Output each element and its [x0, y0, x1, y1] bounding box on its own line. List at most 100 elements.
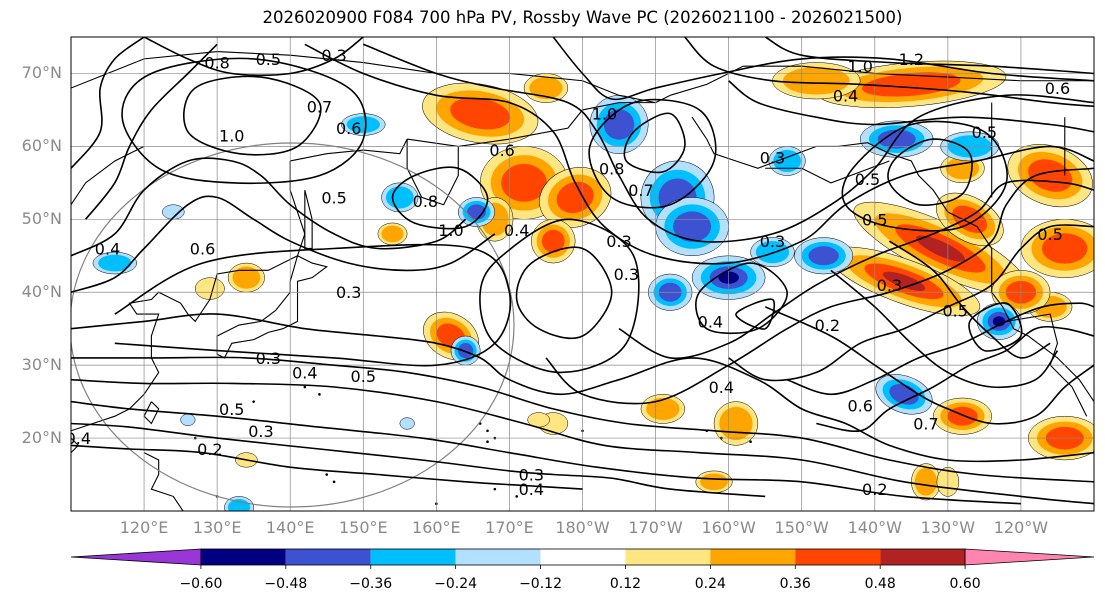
pv-contour-line [304, 43, 1094, 265]
negative-anomaly-shade [773, 149, 801, 173]
pv-contour-line [391, 166, 489, 230]
pv-contour-line [684, 37, 1094, 108]
contour-label: 0.3 [614, 265, 639, 284]
longitude-label: 150°W [774, 518, 829, 537]
negative-anomaly-shade [227, 499, 251, 511]
pv-contour-line [71, 444, 583, 490]
contour-label: 0.5 [972, 123, 997, 142]
contour-label: 0.5 [862, 210, 887, 229]
positive-anomaly-shade [783, 66, 850, 95]
pv-contour-line [84, 43, 218, 220]
colorbar-tick-label: −0.24 [434, 576, 478, 592]
contour-label: 0.4 [66, 429, 91, 448]
contour-label-bg [5, 399, 35, 417]
contour-label: 0.7 [628, 181, 653, 200]
colorbar-segment [880, 549, 966, 565]
negative-anomaly-shade [98, 254, 132, 272]
pv-contour-line [887, 138, 973, 206]
longitude-label: 130°E [192, 518, 242, 537]
colorbar-segment [370, 549, 456, 565]
contour-label: 0.6 [336, 119, 361, 138]
contour-label: 0.4 [698, 312, 723, 331]
pv-contour-line [71, 422, 766, 498]
positive-anomaly-shade [719, 406, 753, 441]
contour-label: 0.4 [519, 480, 544, 499]
contour-label: 0.4 [292, 363, 317, 382]
coastline [71, 145, 145, 206]
pv-contour-line [545, 167, 1094, 405]
positive-anomaly-shade [541, 229, 565, 253]
pv-contour-line [830, 269, 1059, 389]
contour-label: 0.3 [256, 349, 281, 368]
chart-title: 2026020900 F084 700 hPa PV, Rossby Wave … [262, 8, 903, 27]
contour-label: 0.7 [913, 414, 938, 433]
contour-label: 0.3 [877, 276, 902, 295]
colorbar-segment [795, 549, 881, 565]
colorbar-segment [285, 549, 371, 565]
contour-labels: 0.8 0.5 0.30.70.61.00.50.60.40.30.81.00.61… [5, 46, 1070, 499]
positive-anomaly-shade [450, 97, 511, 130]
colorbar-tick-label: −0.60 [179, 576, 223, 592]
colorbar-tick-label: −0.48 [264, 576, 308, 592]
contour-label: 0.3 [606, 232, 631, 251]
contour-label: 0.4 [504, 221, 529, 240]
negative-anomaly-shade [808, 246, 839, 266]
coastline [407, 94, 671, 147]
contour-label: 0.8 [413, 192, 438, 211]
negative-anomaly-shade [180, 413, 196, 426]
contour-label: 0.8 [599, 159, 624, 178]
contour-label: 0.2 [815, 316, 840, 335]
longitude-label: 150°E [338, 518, 388, 537]
pv-contour-line [363, 43, 1094, 243]
coastline [670, 65, 1094, 96]
contour-label: 0.3 [248, 422, 273, 441]
pv-contour-line [143, 37, 364, 77]
colorbar-segment [710, 549, 796, 565]
contour-label: 1.0 [592, 105, 617, 124]
island [318, 393, 321, 396]
contour-label: 1.0 [847, 57, 872, 76]
colorbar-segment [540, 549, 626, 565]
positive-anomaly-shade [501, 163, 547, 202]
pv-contour-line [71, 195, 496, 293]
contour-label: 0.5 [219, 400, 244, 419]
island [486, 440, 489, 444]
negative-anomaly-shade [399, 417, 415, 430]
positive-anomaly-shade [947, 406, 978, 426]
colorbar-tick-label: 0.24 [694, 576, 726, 592]
pv-contour-line [764, 306, 1094, 425]
pv-contours [71, 37, 1094, 505]
coastline [143, 401, 160, 425]
latitude-label: 40°N [21, 282, 62, 302]
colorbar-tick-label: 0.60 [949, 576, 981, 592]
contour-label: 0.6 [847, 396, 872, 415]
contour-label: 0.2 [862, 480, 887, 499]
coastline [216, 255, 329, 359]
pv-contour-line [841, 120, 1008, 232]
colorbar-extend-low [70, 548, 202, 566]
pv-contour-line [888, 240, 1051, 359]
coastline [1006, 313, 1088, 417]
coastline [143, 452, 184, 511]
negative-anomaly-shade [457, 342, 474, 359]
negative-anomaly-shade [467, 204, 487, 220]
contour-label: 0.4 [95, 239, 120, 258]
colorbar-outline [200, 548, 966, 566]
contour-label: 1.2 [899, 50, 924, 69]
island [493, 487, 497, 491]
pv-contour-line [618, 179, 1094, 360]
coastline [406, 139, 459, 206]
negative-anomaly-shade [755, 241, 790, 264]
positive-anomaly-shade [232, 266, 261, 289]
positive-anomaly-shade [381, 225, 404, 243]
pv-contour-line [71, 356, 1094, 483]
colorbar-tick-label: 0.36 [779, 576, 811, 592]
contour-label: 0.6 [190, 239, 215, 258]
pv-contour-line [728, 224, 1094, 382]
contour-label: 0.3 [7, 400, 32, 419]
colorbar-tick-label: 0.48 [864, 576, 896, 592]
pv-contour-line [515, 246, 613, 340]
positive-anomaly-shade [646, 397, 680, 420]
pv-contour-line [479, 218, 640, 374]
